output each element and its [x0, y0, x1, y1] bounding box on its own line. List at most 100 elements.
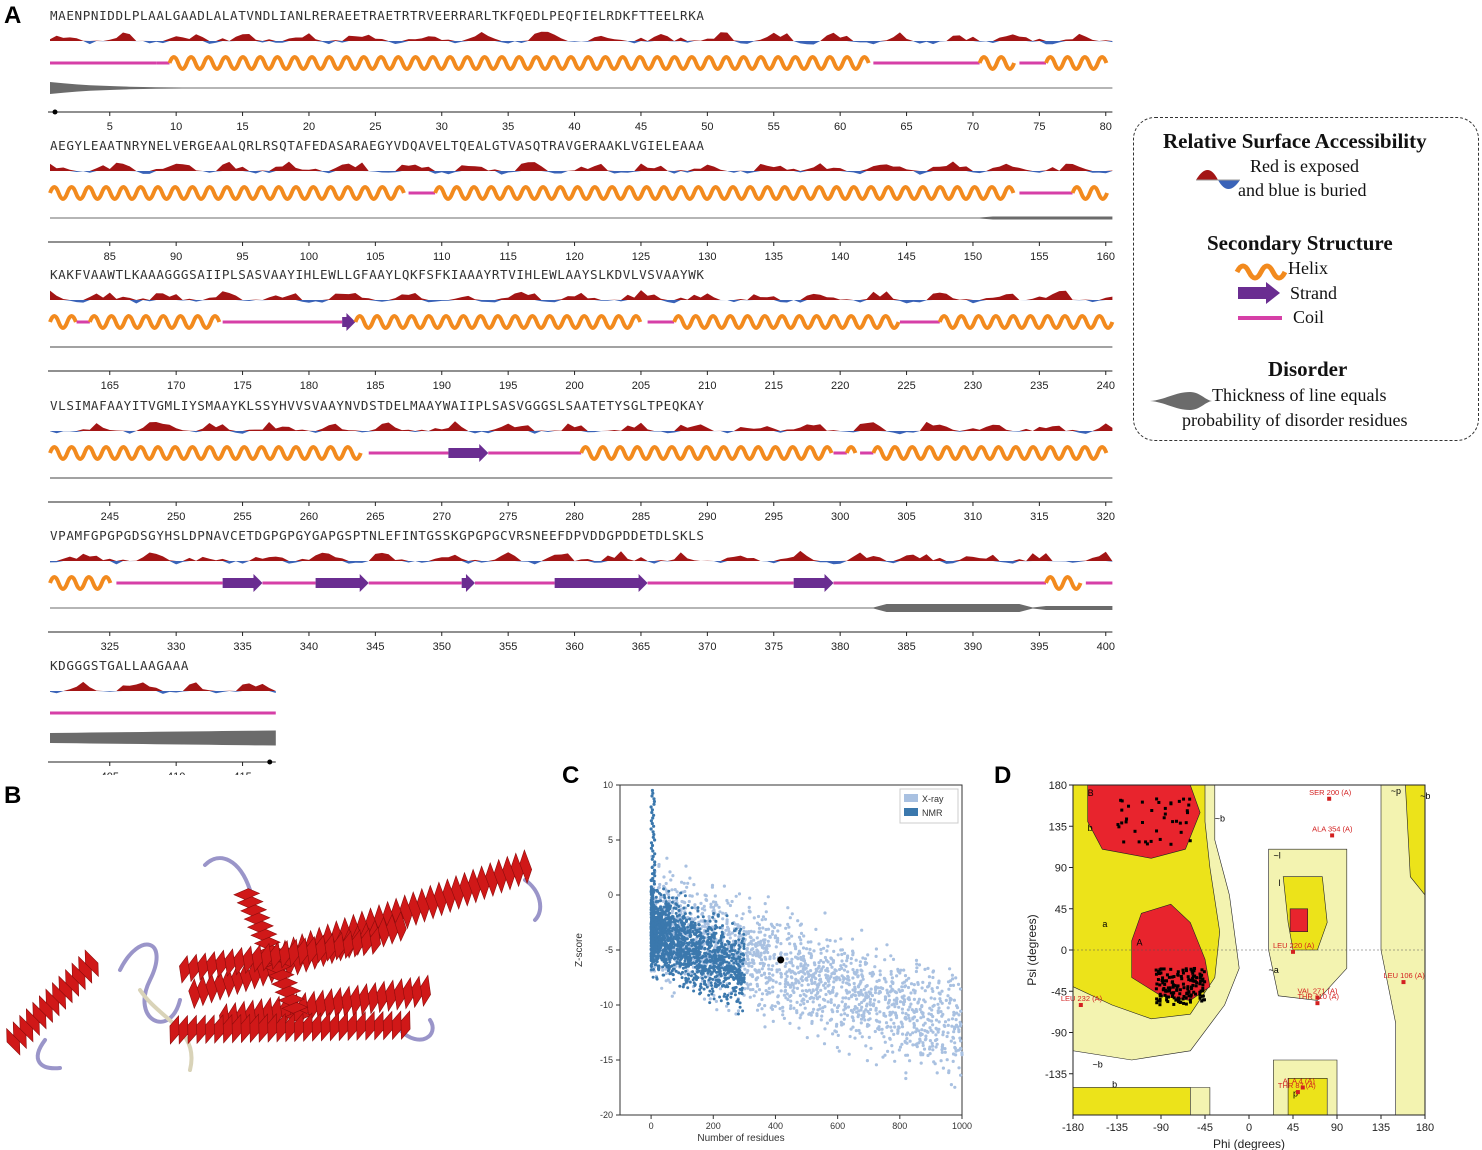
nmr-point	[674, 969, 678, 973]
xray-point	[938, 997, 942, 1001]
nmr-point	[734, 958, 738, 962]
nmr-point	[658, 940, 662, 944]
rsa-exposed-track	[50, 550, 1113, 561]
xray-point	[824, 973, 828, 977]
residue-point	[1157, 972, 1161, 976]
region-label: ~l	[1273, 850, 1280, 860]
strand-arrow-body	[448, 448, 481, 458]
xray-point	[779, 971, 783, 975]
residue-point	[1171, 985, 1175, 989]
xray-point	[918, 1007, 922, 1011]
xray-point	[885, 943, 889, 947]
nmr-point	[678, 984, 682, 988]
x-tick-label: 600	[830, 1121, 845, 1131]
nmr-point	[668, 911, 671, 915]
nmr-point	[672, 920, 675, 924]
residue-point	[1170, 975, 1174, 979]
xray-point	[671, 874, 675, 878]
nmr-point	[736, 1012, 740, 1016]
nmr-point	[702, 955, 706, 958]
tick-label: 280	[565, 511, 583, 523]
xray-point	[825, 1021, 829, 1025]
xray-point	[764, 989, 768, 993]
tick-label: 120	[565, 251, 583, 263]
nmr-point	[737, 972, 741, 976]
xray-point	[783, 985, 787, 989]
alpha-helix-ribbon	[169, 1010, 411, 1045]
tick-label: 5	[107, 121, 113, 133]
y-tick-label: 0	[1061, 945, 1067, 957]
residue-point	[1198, 993, 1202, 997]
xray-point	[713, 903, 718, 907]
nmr-point	[670, 900, 674, 904]
xray-point	[834, 978, 838, 982]
residue-point	[1187, 978, 1191, 982]
xray-point	[756, 914, 761, 919]
nmr-point	[722, 972, 726, 975]
tick-label: 295	[765, 511, 783, 523]
xray-point	[790, 934, 794, 938]
nmr-point	[712, 964, 716, 968]
xray-point	[693, 903, 697, 907]
xray-point	[868, 997, 873, 1001]
nmr-point	[723, 960, 727, 964]
tick-label: 375	[765, 641, 783, 653]
tick-label: 150	[964, 251, 982, 263]
xray-point	[727, 930, 731, 934]
nmr-point	[686, 972, 690, 976]
xray-point	[809, 940, 813, 944]
nmr-point	[664, 961, 668, 965]
xray-point	[809, 969, 813, 973]
xray-point	[883, 958, 887, 962]
xray-point	[883, 997, 887, 1002]
nmr-point	[665, 944, 669, 948]
xray-point	[939, 1059, 943, 1063]
nmr-point	[730, 946, 733, 950]
tick-label: 345	[366, 641, 384, 653]
y-axis-label: Psi (degrees)	[1025, 914, 1039, 985]
xray-point	[827, 979, 831, 983]
nmr-point	[730, 959, 734, 963]
residue-point	[1175, 985, 1179, 989]
xray-point	[806, 983, 810, 987]
xray-point	[816, 1034, 820, 1038]
residue-point	[1162, 967, 1166, 971]
nmr-point	[683, 927, 687, 931]
nmr-point	[716, 966, 720, 970]
nmr-point	[705, 985, 709, 989]
xray-point	[882, 1035, 886, 1039]
xray-point	[683, 972, 687, 976]
residue-point	[1199, 989, 1203, 993]
xray-point	[750, 958, 754, 962]
rsa-exposed-track	[50, 161, 1113, 171]
xray-point	[713, 894, 717, 898]
x-tick-label: -135	[1106, 1122, 1128, 1134]
xray-point	[927, 1012, 931, 1016]
nmr-point	[669, 918, 672, 922]
nmr-point	[739, 952, 743, 956]
nmr-point	[675, 929, 679, 933]
nmr-point	[723, 968, 727, 972]
xray-point	[760, 918, 764, 922]
residue-point	[1167, 989, 1171, 993]
residue-point	[1168, 986, 1172, 990]
tick-label: 190	[433, 380, 451, 392]
nmr-point	[703, 981, 707, 984]
xray-point	[945, 1034, 949, 1039]
coil-loop	[203, 856, 252, 892]
xray-point	[839, 1013, 843, 1017]
xray-point	[919, 1053, 923, 1057]
residue-point	[1184, 996, 1188, 1000]
nmr-point	[727, 940, 731, 944]
disorder-track	[50, 82, 1113, 94]
xray-point	[854, 972, 858, 976]
xray-point	[752, 930, 756, 934]
nmr-point	[718, 981, 722, 985]
nmr-point	[651, 921, 655, 925]
panel-label-c: C	[562, 762, 580, 789]
nmr-point	[698, 939, 701, 943]
xray-point	[874, 1006, 878, 1010]
xray-point	[853, 1005, 857, 1009]
residue-point	[1149, 839, 1153, 843]
nmr-point	[688, 911, 692, 915]
